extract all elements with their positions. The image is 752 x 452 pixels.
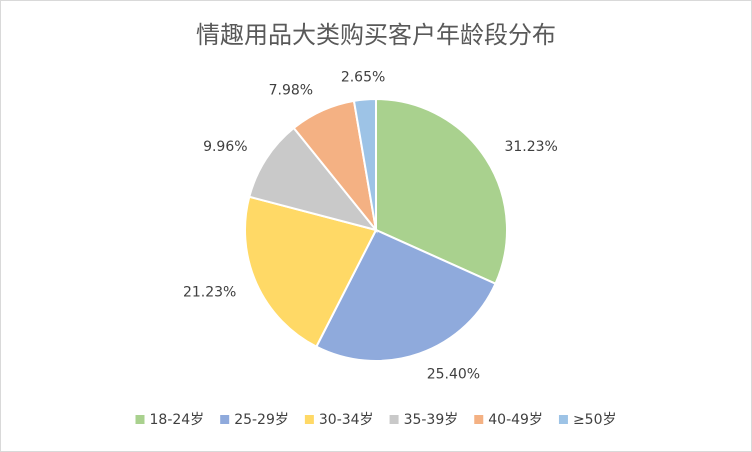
legend-item: 40-49岁: [474, 412, 543, 428]
legend-label: 35-39岁: [404, 412, 459, 428]
legend-label: 40-49岁: [488, 412, 543, 428]
data-label: 21.23%: [183, 284, 236, 300]
legend-item: 30-34岁: [304, 412, 374, 428]
legend-item: 35-39岁: [389, 412, 459, 428]
legend-swatch: [389, 415, 399, 424]
legend-label: ≥50岁: [573, 412, 617, 428]
pie-slice: [315, 228, 497, 362]
legend-swatch: [220, 415, 230, 424]
pie-slice: [244, 195, 378, 348]
legend-item: 18-24岁: [135, 412, 205, 428]
legend-swatch: [474, 415, 484, 424]
pie-slice: [352, 97, 377, 231]
data-label: 7.98%: [269, 83, 313, 99]
legend-swatch: [304, 415, 314, 424]
legend-swatch: [558, 415, 568, 424]
data-label: 9.96%: [203, 139, 247, 155]
pie-slice: [375, 97, 508, 286]
legend-item: 25-29岁: [220, 412, 289, 428]
chart-title: 情趣用品大类购买客户年龄段分布: [196, 21, 556, 49]
data-label: 25.40%: [427, 366, 480, 382]
legend-item: ≥50岁: [558, 412, 617, 428]
pie-slice: [248, 126, 379, 232]
legend-label: 18-24岁: [150, 412, 205, 428]
legend-swatch: [135, 415, 145, 424]
legend-label: 25-29岁: [234, 412, 289, 428]
data-label: 2.65%: [341, 70, 385, 86]
legend-label: 30-34岁: [319, 412, 374, 428]
data-label: 31.23%: [504, 139, 557, 155]
